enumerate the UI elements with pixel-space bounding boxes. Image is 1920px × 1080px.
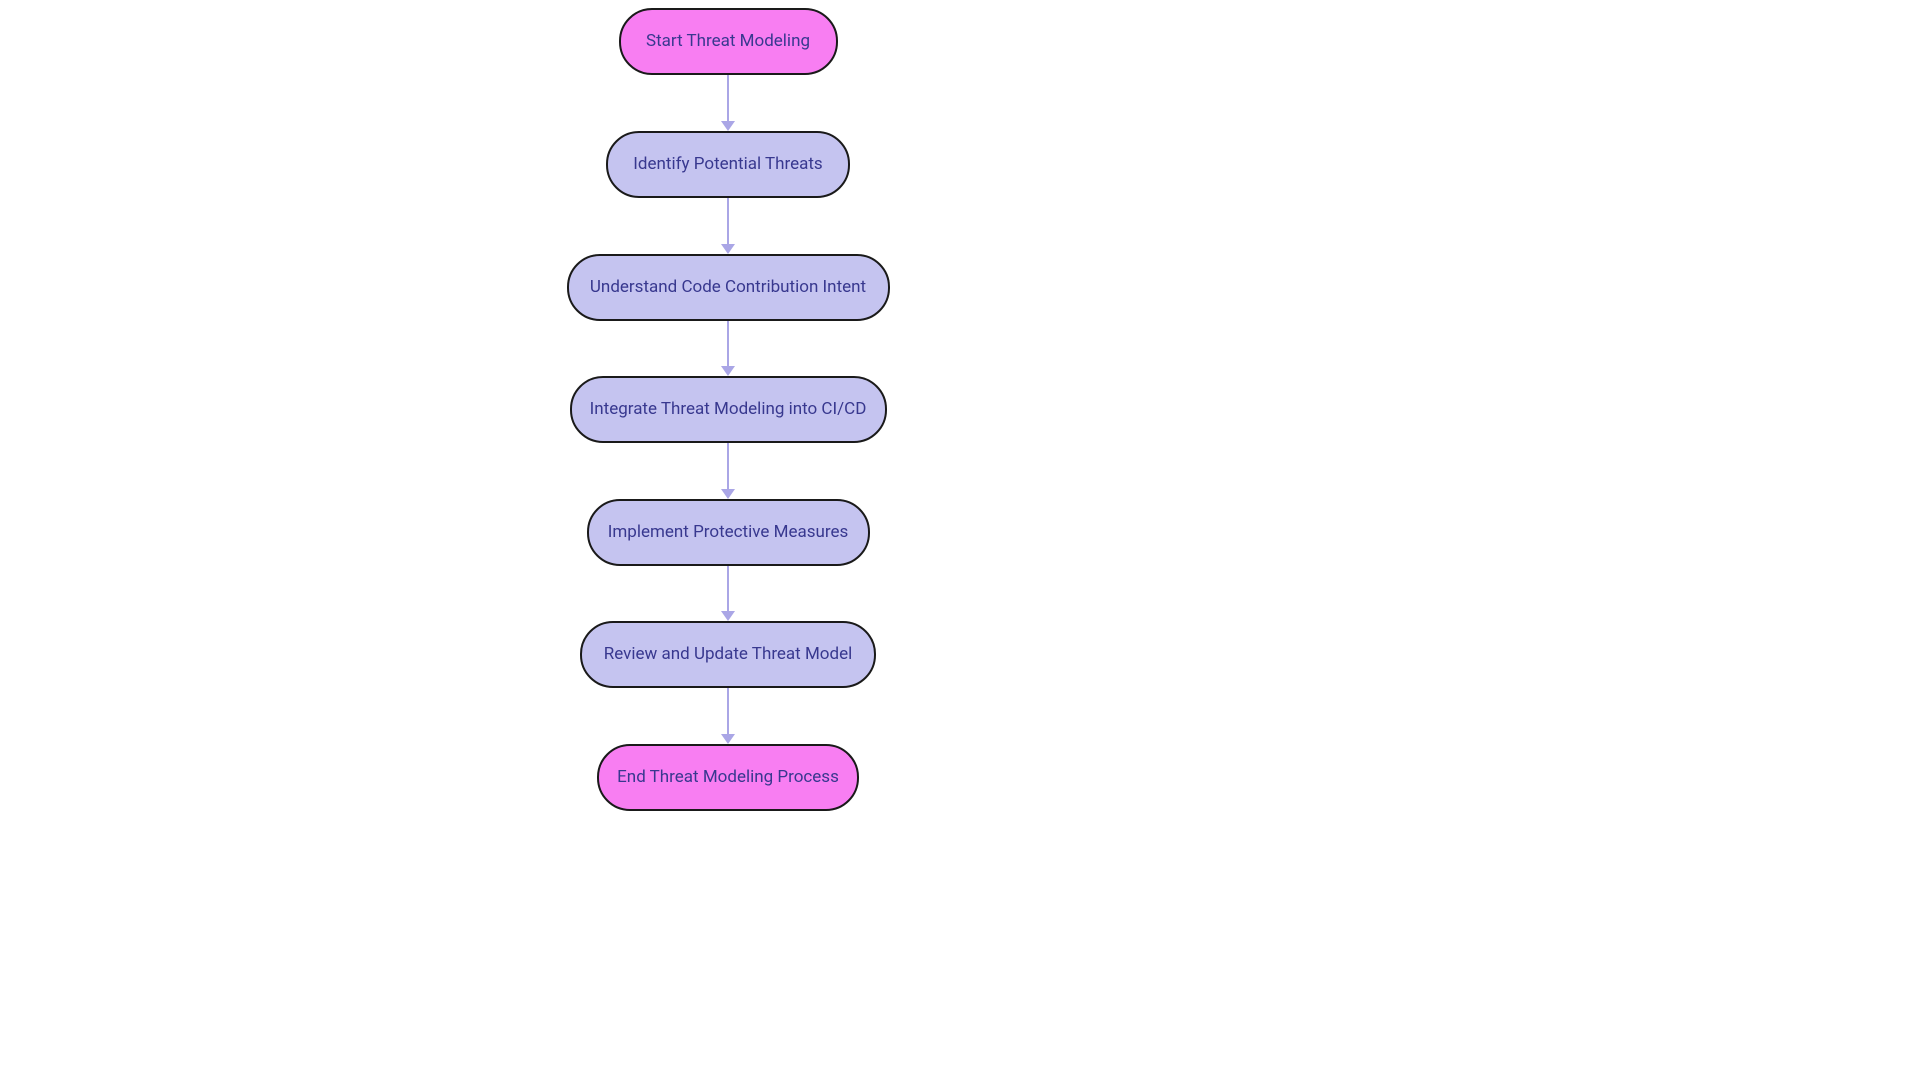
arrowhead-icon bbox=[721, 366, 735, 376]
flowchart-edge bbox=[727, 321, 730, 366]
flowchart-node-label: Integrate Threat Modeling into CI/CD bbox=[590, 399, 867, 419]
flowchart-node: Implement Protective Measures bbox=[587, 499, 870, 566]
flowchart-node: End Threat Modeling Process bbox=[597, 744, 859, 811]
flowchart-edge bbox=[727, 566, 730, 611]
arrowhead-icon bbox=[721, 244, 735, 254]
arrowhead-icon bbox=[721, 611, 735, 621]
flowchart-node: Identify Potential Threats bbox=[606, 131, 850, 198]
flowchart-node: Understand Code Contribution Intent bbox=[567, 254, 890, 321]
flowchart-node: Review and Update Threat Model bbox=[580, 621, 876, 688]
flowchart-canvas: Start Threat Modeling Identify Potential … bbox=[0, 0, 1920, 1080]
flowchart-node-label: Identify Potential Threats bbox=[633, 154, 822, 174]
flowchart-node-label: Review and Update Threat Model bbox=[604, 644, 852, 664]
flowchart-node-label: Implement Protective Measures bbox=[608, 522, 849, 542]
flowchart-edge bbox=[727, 443, 730, 489]
arrowhead-icon bbox=[721, 121, 735, 131]
flowchart-node: Integrate Threat Modeling into CI/CD bbox=[570, 376, 887, 443]
flowchart-node: Start Threat Modeling bbox=[619, 8, 838, 75]
flowchart-node-label: Understand Code Contribution Intent bbox=[590, 277, 866, 297]
flowchart-edge bbox=[727, 75, 730, 121]
flowchart-edge bbox=[727, 198, 730, 244]
arrowhead-icon bbox=[721, 489, 735, 499]
arrowhead-icon bbox=[721, 734, 735, 744]
flowchart-edge bbox=[727, 688, 730, 734]
flowchart-node-label: Start Threat Modeling bbox=[646, 31, 810, 51]
flowchart-node-label: End Threat Modeling Process bbox=[617, 767, 839, 787]
